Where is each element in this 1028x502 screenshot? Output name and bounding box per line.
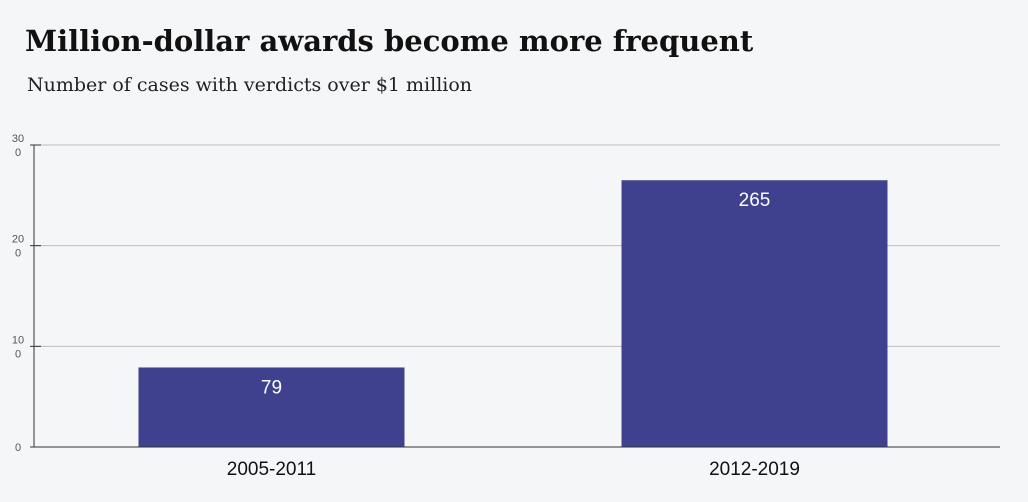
x-category-label: 2005-2011 (227, 459, 316, 480)
bar (138, 367, 405, 447)
chart-subtitle: Number of cases with verdicts over $1 mi… (27, 74, 473, 96)
y-tick-label: 0 (15, 442, 21, 454)
chart-title: Million-dollar awards become more freque… (25, 24, 754, 58)
y-tick-label: 30 0 (12, 133, 24, 159)
bar-value-label: 79 (261, 377, 282, 398)
axes (30, 144, 1000, 448)
y-tick-label: 20 0 (12, 234, 24, 260)
x-category-label: 2012-2019 (709, 459, 800, 480)
bar-value-label: 265 (739, 190, 771, 211)
y-tick-label: 10 0 (12, 334, 24, 360)
labels: 0 10 0 20 0 30 0 79 2005-2011 265 2012-2019 (12, 133, 800, 480)
bar (621, 180, 888, 447)
bars (138, 180, 888, 447)
